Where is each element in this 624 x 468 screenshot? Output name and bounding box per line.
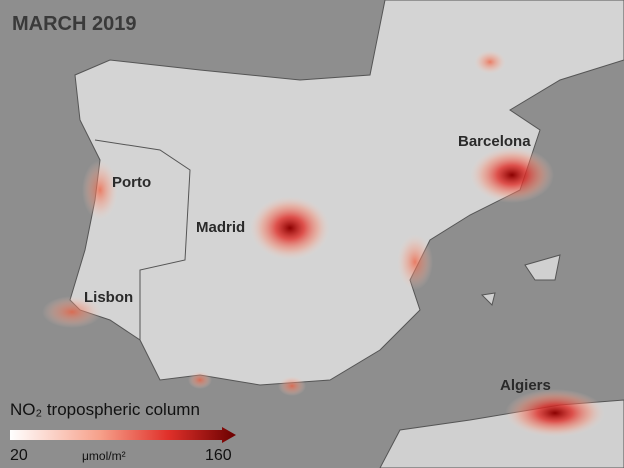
hotspot <box>474 50 506 74</box>
legend-title: NO₂ tropospheric column <box>10 400 200 419</box>
border <box>94 139 191 340</box>
city-label: Porto <box>112 174 151 191</box>
legend-max: 160 <box>205 447 232 464</box>
hotspot <box>42 296 102 328</box>
hotspot <box>250 196 330 260</box>
city-label: Algiers <box>500 377 551 394</box>
hotspot <box>470 147 554 203</box>
legend-unit: μmol/m² <box>82 449 126 463</box>
hotspot <box>278 376 306 396</box>
island <box>480 292 496 306</box>
hotspot <box>397 234 433 290</box>
legend-min: 20 <box>10 447 28 464</box>
hotspot <box>505 389 605 437</box>
colorbar <box>10 427 236 443</box>
title: MARCH 2019 <box>12 13 136 35</box>
land-iberia <box>69 0 624 386</box>
city-label: Lisbon <box>84 289 133 306</box>
city-label: Madrid <box>196 219 245 236</box>
city-label: Barcelona <box>458 133 531 150</box>
hotspot <box>82 160 118 220</box>
hotspot <box>188 371 212 389</box>
island <box>524 254 561 281</box>
